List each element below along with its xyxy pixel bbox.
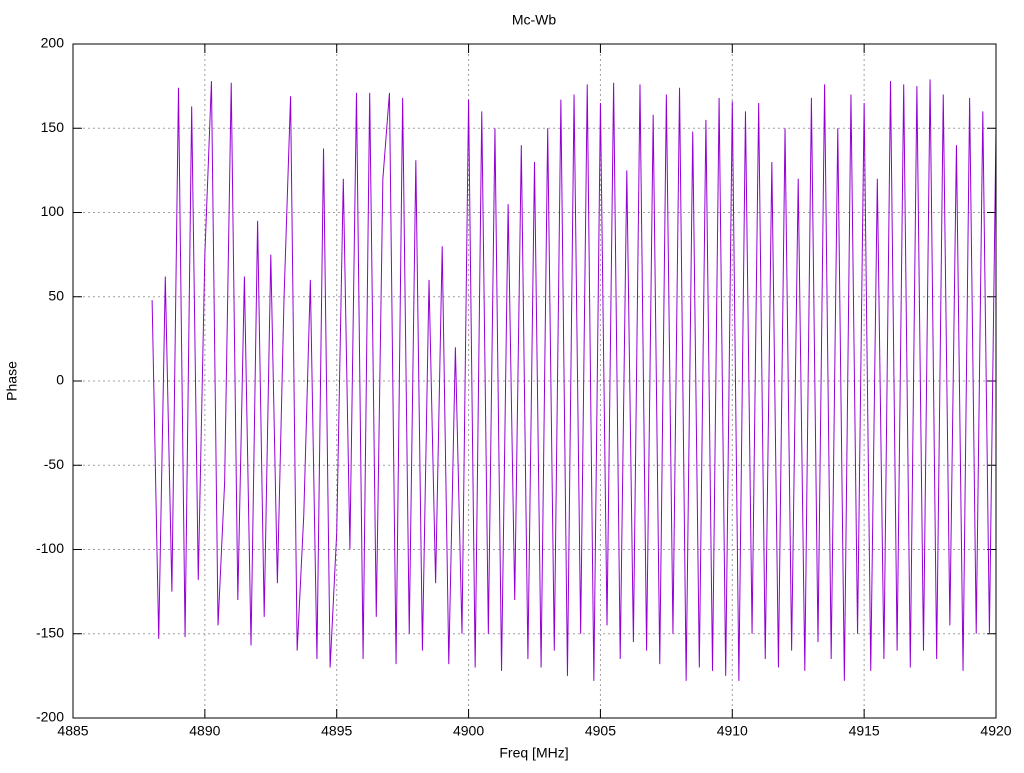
x-tick-label: 4890 bbox=[189, 723, 220, 739]
y-tick-label: -100 bbox=[36, 540, 64, 556]
x-tick-label: 4910 bbox=[717, 723, 748, 739]
x-tick-label: 4920 bbox=[980, 723, 1011, 739]
y-tick-label: 50 bbox=[48, 287, 64, 303]
x-tick-label: 4895 bbox=[321, 723, 352, 739]
y-tick-label: 0 bbox=[56, 372, 64, 388]
x-tick-label: 4900 bbox=[453, 723, 484, 739]
data-line bbox=[151, 79, 997, 681]
y-tick-label: 150 bbox=[41, 119, 65, 135]
x-tick-label: 4905 bbox=[585, 723, 616, 739]
chart-title: Mc-Wb bbox=[512, 12, 557, 28]
x-tick-label: 4915 bbox=[849, 723, 880, 739]
y-tick-label: 100 bbox=[41, 203, 65, 219]
y-tick-label: -50 bbox=[44, 456, 64, 472]
y-axis-label: Phase bbox=[4, 361, 20, 401]
y-tick-label: 200 bbox=[41, 35, 65, 51]
x-tick-label: 4885 bbox=[57, 723, 88, 739]
plot-border bbox=[72, 43, 997, 719]
y-tick-label: -200 bbox=[36, 709, 64, 725]
y-tick-label: -150 bbox=[36, 624, 64, 640]
x-axis-label: Freq [MHz] bbox=[499, 745, 568, 761]
